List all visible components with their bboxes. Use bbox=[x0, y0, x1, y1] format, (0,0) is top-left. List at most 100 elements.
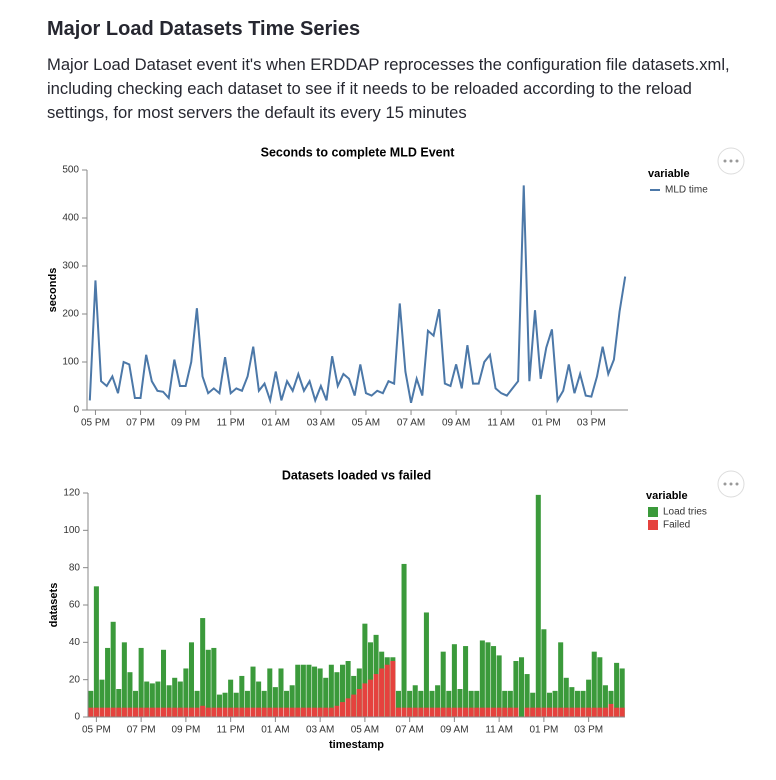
x-tick-label: 01 PM bbox=[529, 725, 558, 736]
bar bbox=[546, 707, 553, 717]
y-tick-label: 40 bbox=[69, 637, 81, 648]
bar bbox=[440, 707, 446, 717]
y-tick-label: 60 bbox=[69, 600, 81, 611]
bar bbox=[105, 707, 111, 717]
y-tick-label: 500 bbox=[62, 165, 79, 176]
y-tick-label: 100 bbox=[63, 525, 80, 536]
bar bbox=[261, 690, 267, 717]
legend-label: Load tries bbox=[663, 507, 707, 518]
bar bbox=[278, 707, 284, 717]
x-tick-label: 11 PM bbox=[217, 418, 245, 429]
bar bbox=[491, 707, 497, 717]
x-tick-label: 03 AM bbox=[306, 725, 334, 736]
bar bbox=[474, 690, 480, 717]
bar bbox=[574, 690, 580, 717]
bar bbox=[524, 707, 530, 717]
bar bbox=[110, 707, 116, 717]
bar bbox=[149, 683, 155, 717]
chart-title: Datasets loaded vs failed bbox=[282, 468, 431, 482]
bar bbox=[155, 681, 161, 717]
x-tick-label: 09 AM bbox=[440, 725, 468, 736]
bar bbox=[367, 642, 374, 717]
bar bbox=[306, 664, 312, 717]
bar bbox=[345, 661, 351, 717]
bar bbox=[412, 707, 418, 717]
bar bbox=[362, 623, 368, 717]
bar bbox=[597, 657, 603, 717]
x-tick-label: 01 AM bbox=[262, 418, 290, 429]
x-tick-label: 09 PM bbox=[171, 725, 200, 736]
bar bbox=[351, 694, 357, 717]
bar bbox=[284, 707, 290, 717]
bar bbox=[541, 629, 547, 717]
bar bbox=[563, 707, 569, 717]
y-tick-label: 120 bbox=[63, 488, 80, 499]
bar bbox=[188, 707, 195, 717]
bar bbox=[574, 707, 580, 717]
menu-button[interactable] bbox=[717, 147, 745, 175]
y-axis-label: datasets bbox=[48, 583, 60, 628]
bar bbox=[552, 707, 558, 717]
bar bbox=[267, 668, 273, 717]
x-tick-label: 05 PM bbox=[82, 725, 111, 736]
bar bbox=[300, 664, 306, 717]
bar bbox=[205, 649, 211, 717]
bar bbox=[479, 640, 485, 717]
bar bbox=[155, 707, 161, 717]
bar bbox=[93, 586, 99, 717]
bar bbox=[457, 689, 463, 717]
bar bbox=[200, 618, 206, 717]
bar bbox=[580, 707, 586, 717]
bar bbox=[110, 621, 116, 717]
bar bbox=[116, 689, 122, 717]
bar bbox=[401, 563, 407, 717]
bar bbox=[295, 664, 301, 717]
bar bbox=[144, 681, 150, 717]
bar bbox=[317, 707, 323, 717]
page-description: Major Load Dataset event it's when ERDDA… bbox=[47, 55, 730, 122]
bar bbox=[384, 664, 390, 717]
bar bbox=[558, 642, 564, 717]
bar bbox=[552, 690, 558, 717]
bar bbox=[278, 668, 284, 717]
bar bbox=[99, 707, 105, 717]
bar bbox=[160, 707, 167, 717]
bar bbox=[513, 661, 519, 717]
bar bbox=[535, 707, 541, 717]
bar bbox=[323, 677, 329, 717]
bar bbox=[228, 679, 234, 717]
x-tick-label: 03 PM bbox=[574, 725, 603, 736]
bar bbox=[614, 662, 620, 717]
bar bbox=[451, 707, 457, 717]
menu-button[interactable] bbox=[717, 470, 745, 498]
bar bbox=[272, 707, 278, 717]
bar bbox=[418, 690, 424, 717]
bar bbox=[244, 707, 250, 717]
bar bbox=[200, 705, 206, 717]
bar bbox=[306, 707, 312, 717]
bar bbox=[312, 707, 318, 717]
bar bbox=[205, 707, 211, 717]
legend-title: variable bbox=[648, 168, 690, 180]
bar bbox=[485, 642, 491, 717]
bar bbox=[345, 698, 351, 717]
bar bbox=[440, 651, 446, 717]
bar bbox=[586, 679, 592, 717]
bar bbox=[267, 707, 273, 717]
x-tick-label: 07 PM bbox=[127, 725, 156, 736]
bar bbox=[121, 707, 127, 717]
bar bbox=[334, 705, 340, 717]
bar bbox=[339, 702, 346, 717]
x-tick-label: 03 PM bbox=[577, 418, 606, 429]
legend-label: MLD time bbox=[665, 185, 708, 196]
bar bbox=[435, 685, 441, 717]
bar bbox=[312, 666, 318, 717]
bar bbox=[183, 707, 189, 717]
bar bbox=[429, 707, 435, 717]
bar bbox=[418, 707, 424, 717]
bar bbox=[160, 649, 167, 717]
header: Major Load Datasets Time Series Major Lo… bbox=[47, 18, 752, 125]
bar bbox=[177, 707, 183, 717]
bar bbox=[569, 687, 575, 717]
